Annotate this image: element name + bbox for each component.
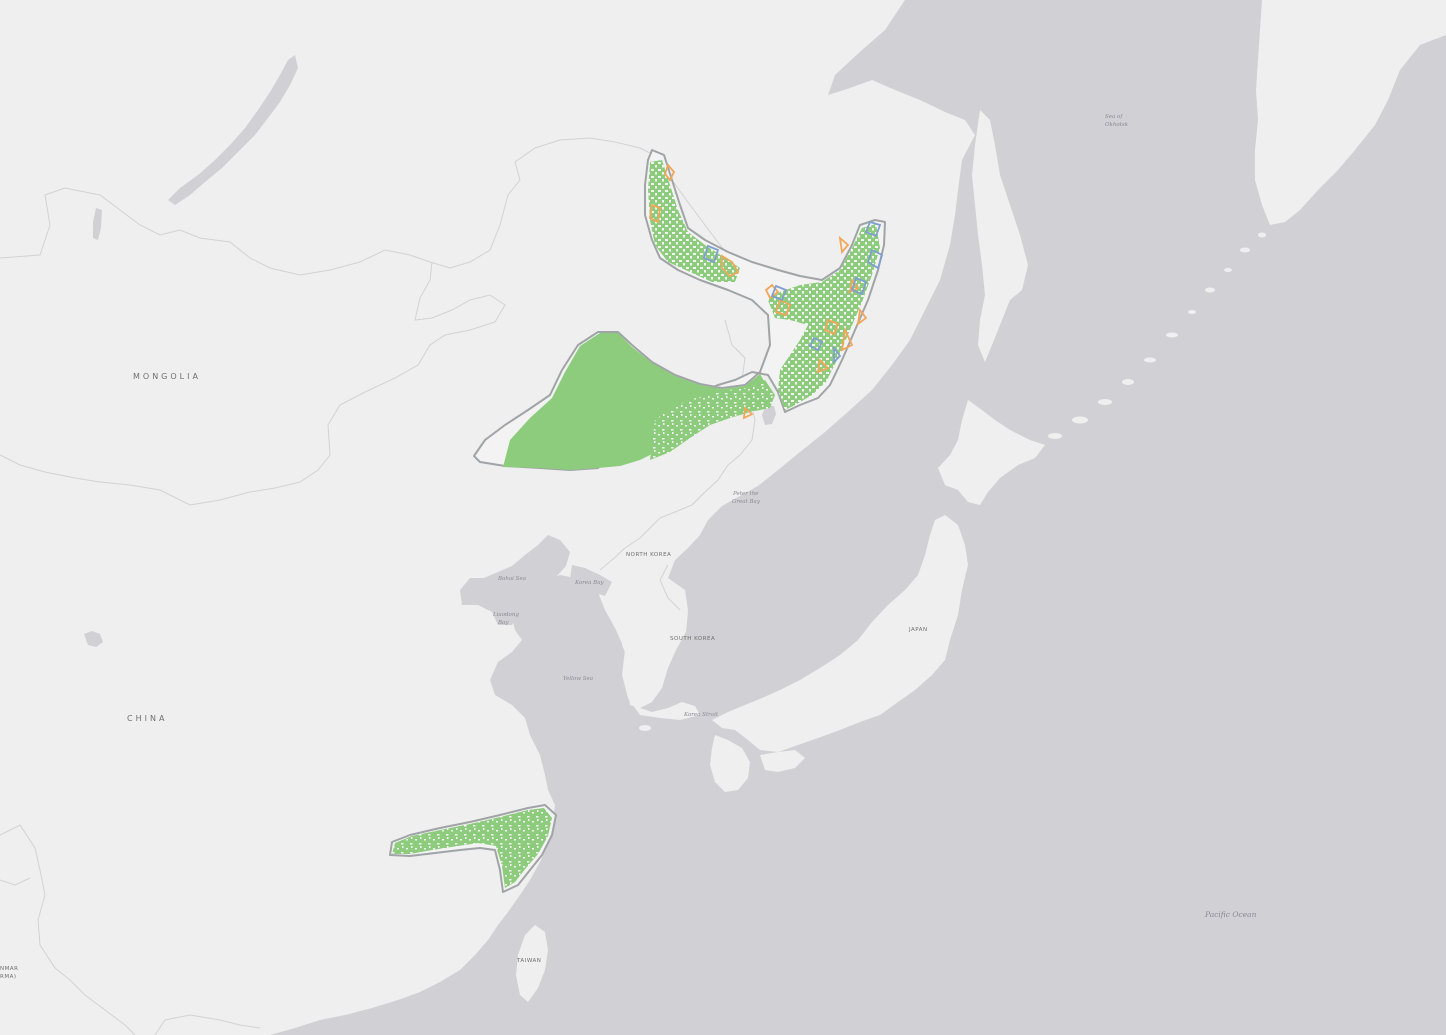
label-bohai-sea: Bohai Sea	[497, 576, 526, 582]
label-south-korea[interactable]: SOUTH KOREA	[670, 636, 715, 642]
range-north[interactable]	[473, 149, 886, 471]
korea-bay	[570, 565, 612, 596]
protected-areas-orange[interactable]	[649, 163, 868, 420]
range-north-green-east	[768, 224, 880, 410]
label-myanmar-line2[interactable]: RMA)	[0, 974, 16, 980]
label-japan[interactable]: JAPAN	[908, 627, 928, 633]
label-myanmar-line1[interactable]: NMAR	[0, 966, 18, 972]
taiwan	[516, 925, 548, 1002]
khanka-lake	[762, 405, 776, 425]
lake-baikal	[168, 55, 298, 205]
kuril-islands	[1048, 232, 1266, 439]
range-north-green-arm	[648, 160, 740, 282]
label-korea-strait: Korea Strait	[683, 712, 719, 718]
lake-hovsgol	[93, 208, 102, 240]
label-sea-of-okhotsk-line2: Okhotsk	[1105, 122, 1129, 128]
range-north-green-west	[503, 333, 768, 470]
label-north-korea[interactable]: NORTH KOREA	[626, 552, 671, 558]
label-peter-great-bay-line1: Peter the	[732, 491, 759, 497]
small-islands	[639, 288, 1018, 731]
label-sea-of-okhotsk-line1: Sea of	[1105, 114, 1123, 120]
map-labels: MONGOLIA CHINA NORTH KOREA SOUTH KOREA J…	[0, 114, 1257, 980]
range-south[interactable]	[389, 804, 557, 893]
hokkaido	[938, 400, 1045, 505]
label-korea-bay: Korea Bay	[574, 580, 605, 586]
kamchatka	[1255, 0, 1446, 225]
label-taiwan[interactable]: TAIWAN	[516, 958, 541, 964]
label-mongolia[interactable]: MONGOLIA	[133, 372, 201, 381]
range-north-speckle	[650, 380, 775, 460]
label-pacific-ocean: Pacific Ocean	[1204, 910, 1257, 919]
bohai-sea	[460, 535, 570, 625]
protected-areas-blue[interactable]	[702, 220, 884, 365]
kyushu	[710, 735, 750, 792]
shikoku	[760, 750, 805, 772]
sakhalin	[972, 110, 1028, 362]
label-yellow-sea: Yellow Sea	[563, 676, 593, 682]
range-south-green	[392, 808, 552, 888]
label-china[interactable]: CHINA	[127, 714, 167, 723]
label-liaodong-bay-line1: Liaodong	[492, 612, 519, 618]
label-peter-great-bay-line2: Great Bay	[732, 499, 761, 505]
label-liaodong-bay-line2: Bay	[497, 620, 509, 626]
honshu	[712, 515, 968, 752]
qinghai-lake	[84, 631, 103, 647]
